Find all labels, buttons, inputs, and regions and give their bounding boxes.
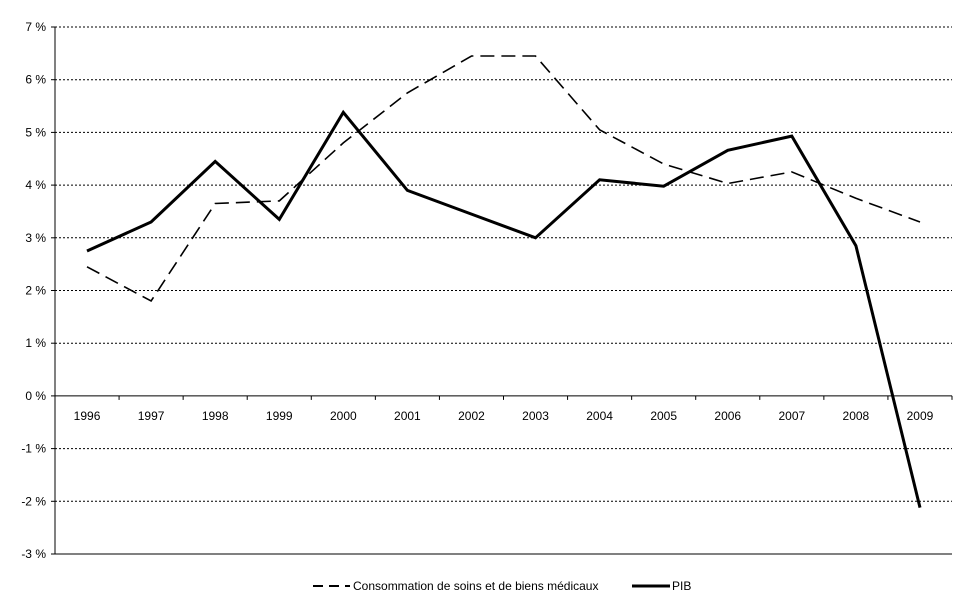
y-tick-label: 6 % bbox=[25, 73, 46, 87]
x-tick-label: 1998 bbox=[202, 409, 229, 423]
y-axis: 7 % 6 % 5 % 4 % 3 % 2 % 1 % 0 % -1 % -2 % -3 % bbox=[21, 20, 56, 561]
y-tick-label: 1 % bbox=[25, 336, 46, 350]
x-tick-label: 2005 bbox=[650, 409, 677, 423]
y-tick-label: 2 % bbox=[25, 284, 46, 298]
series-line-consommation bbox=[86, 55, 921, 303]
y-tick-label: -3 % bbox=[21, 547, 46, 561]
x-tick-label: 2002 bbox=[458, 409, 485, 423]
series-lines bbox=[86, 55, 922, 508]
x-tick-label: 2004 bbox=[586, 409, 613, 423]
x-tick-label: 1997 bbox=[138, 409, 165, 423]
x-tick-label: 2006 bbox=[714, 409, 741, 423]
y-tick-label: 3 % bbox=[25, 231, 46, 245]
x-tick-label: 1999 bbox=[266, 409, 293, 423]
x-axis: 1996 1997 1998 1999 2000 2001 2002 2003 2004 2005… bbox=[54, 395, 953, 423]
x-tick-label: 2007 bbox=[778, 409, 805, 423]
y-tick-label: 7 % bbox=[25, 20, 46, 34]
y-tick-label: 4 % bbox=[25, 178, 46, 192]
x-tick-label: 2008 bbox=[843, 409, 870, 423]
x-tick-label: 2000 bbox=[330, 409, 357, 423]
x-tick-label: 2003 bbox=[522, 409, 549, 423]
x-tick-label: 2001 bbox=[394, 409, 421, 423]
legend: Consommation de soins et de biens médica… bbox=[313, 579, 691, 593]
x-tick-label: 1996 bbox=[74, 409, 101, 423]
y-tick-label: -1 % bbox=[21, 442, 46, 456]
y-tick-label: 0 % bbox=[25, 389, 46, 403]
gridlines bbox=[55, 26, 952, 555]
y-tick-label: -2 % bbox=[21, 494, 46, 508]
y-tick-label: 5 % bbox=[25, 125, 46, 139]
series-line-pib bbox=[86, 109, 922, 508]
x-tick-label: 2009 bbox=[907, 409, 934, 423]
legend-label-pib: PIB bbox=[672, 579, 691, 593]
legend-label-consommation: Consommation de soins et de biens médica… bbox=[353, 579, 598, 593]
